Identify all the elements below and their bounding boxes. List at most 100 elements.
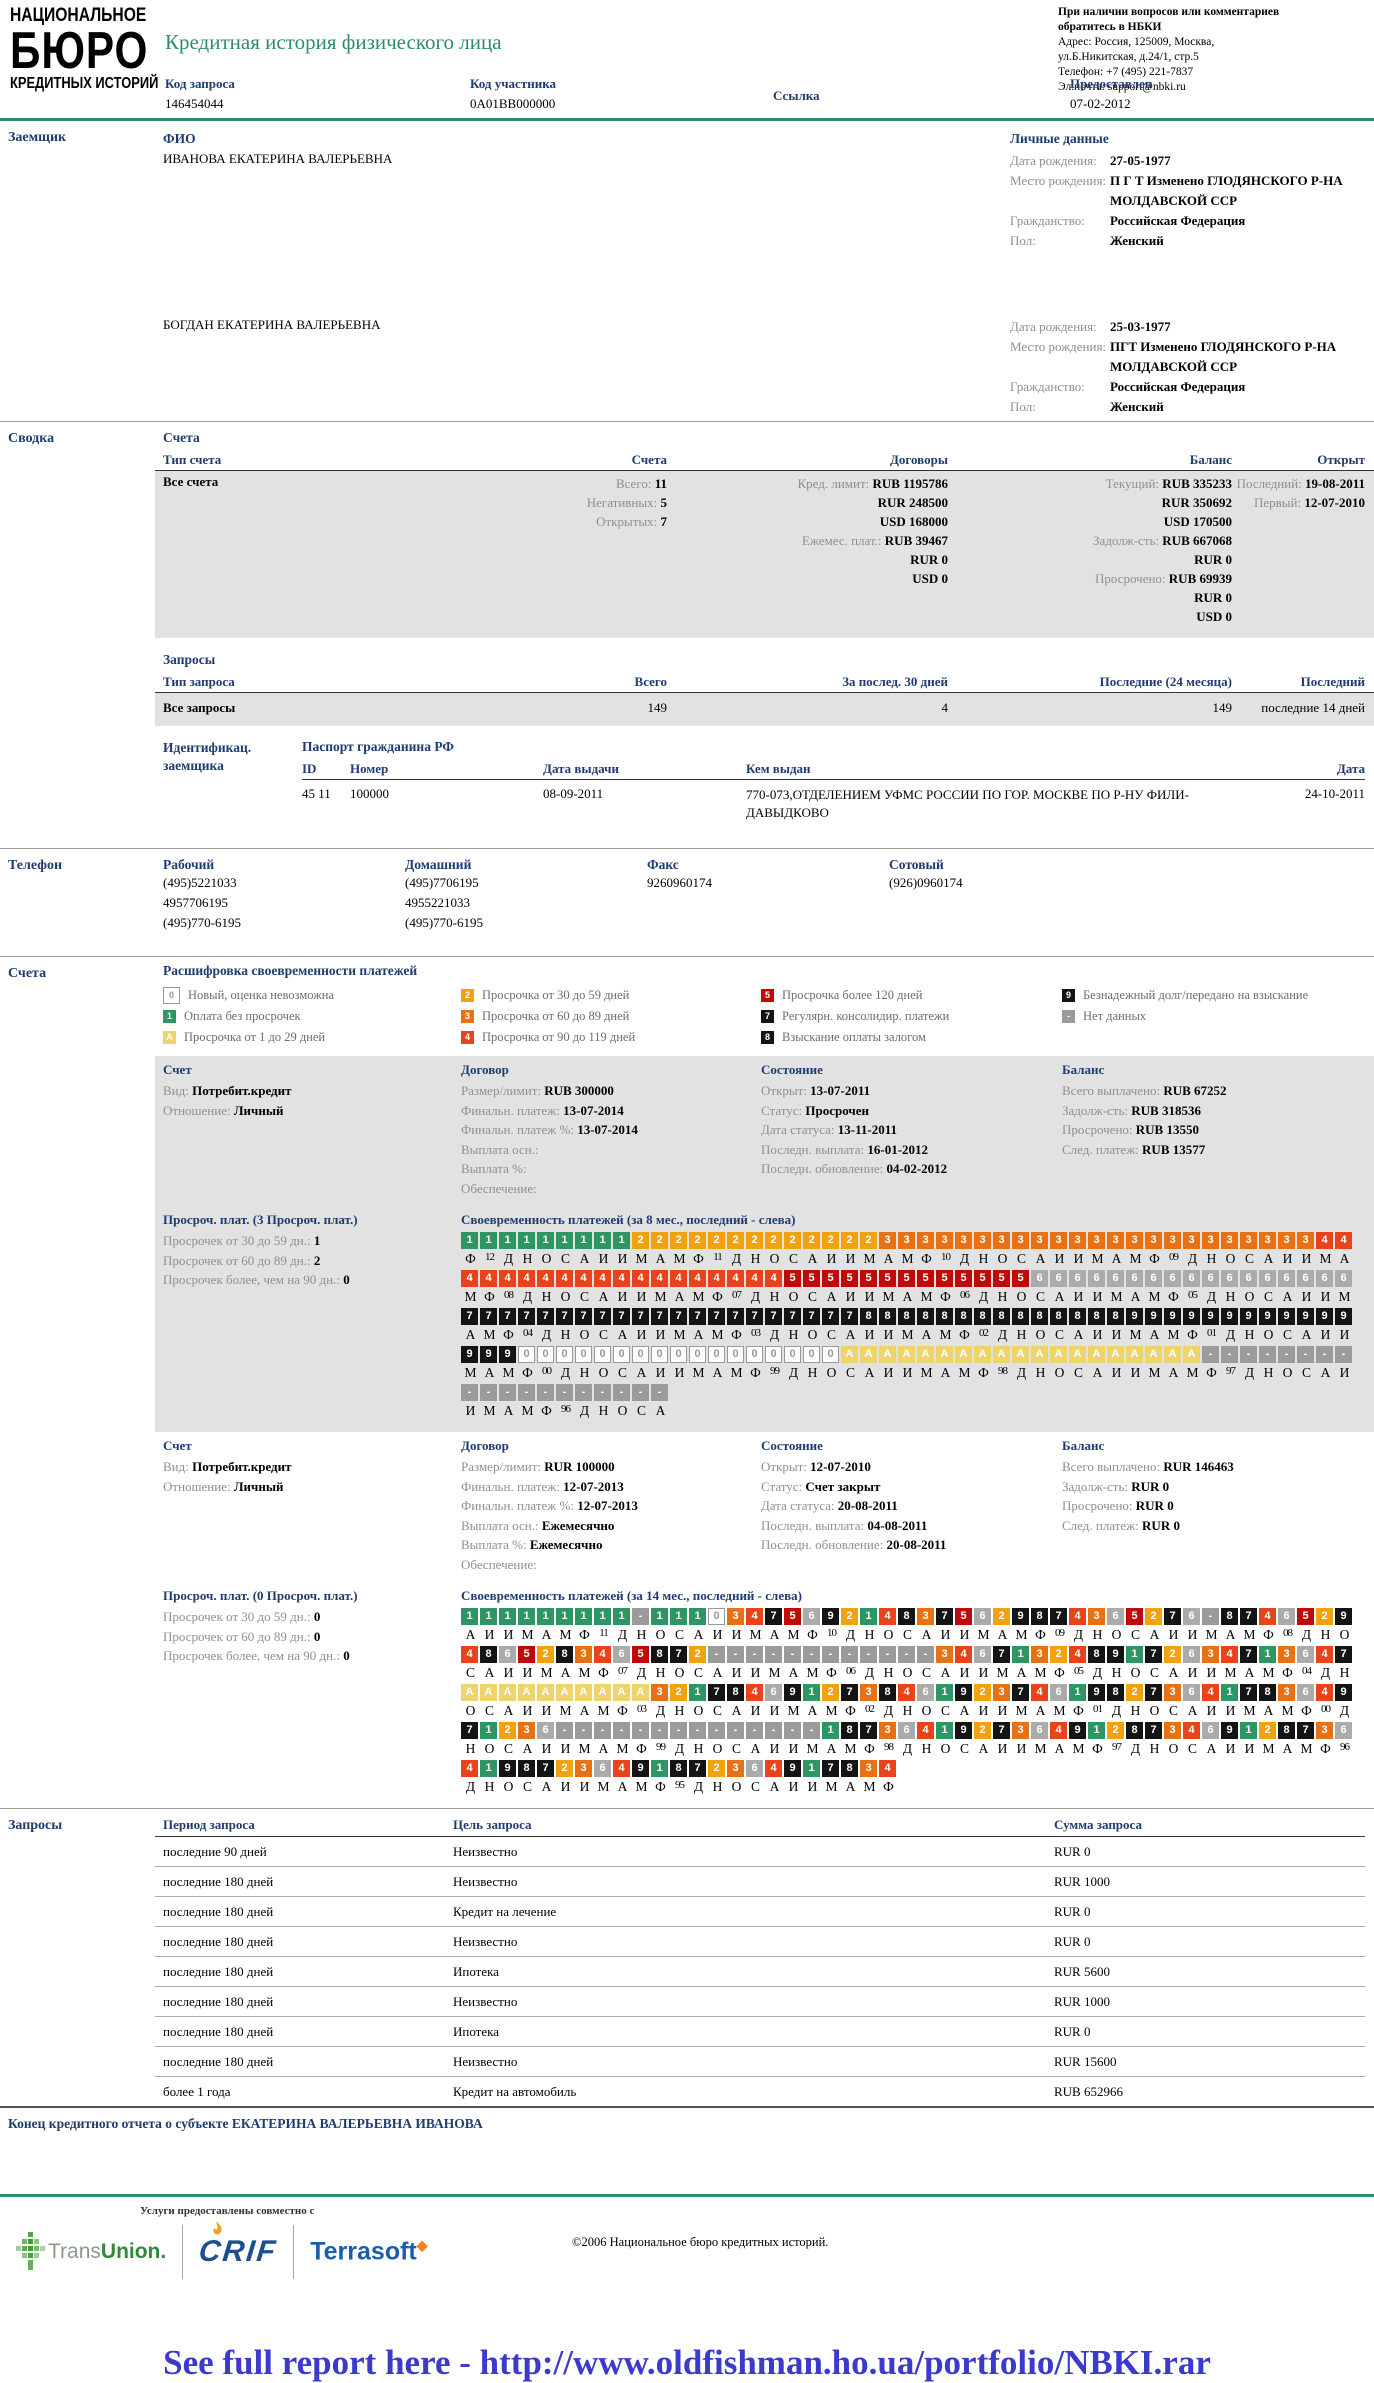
- grid-cell: -: [632, 1608, 649, 1625]
- grid-cell: 3: [727, 1760, 744, 1777]
- grid-cell: 3: [1183, 1232, 1200, 1249]
- grid-month-label: А: [1092, 1365, 1103, 1380]
- account-1-grid-block: Своевременность платежей (за 8 мес., пос…: [461, 1212, 1365, 1422]
- field-label: Открытых:: [596, 514, 658, 529]
- grid-month-label: А: [1244, 1665, 1255, 1680]
- request-code-value: 146454044: [165, 96, 224, 111]
- grid-month-label: М: [597, 1779, 610, 1794]
- list-item: (926)0960174: [889, 875, 963, 890]
- grid-cell: 7: [613, 1308, 630, 1325]
- grid-cell: 1: [556, 1608, 573, 1625]
- grid-month-label: Н: [465, 1741, 476, 1756]
- grid-year-label: 10: [941, 1251, 951, 1263]
- contracts-cell: Кред. лимит: RUB 1195786 RUR 248500 USD 16…: [667, 474, 948, 632]
- grid-cell: 4: [727, 1270, 744, 1287]
- field-row: USD 168000: [667, 512, 948, 531]
- grid-cell: 8: [1259, 1684, 1276, 1701]
- field-value: 0: [310, 1609, 321, 1624]
- grid-cell: 1: [499, 1608, 516, 1625]
- grid-cell: 6: [1126, 1270, 1143, 1287]
- mobile-phone-header: Сотовый: [889, 857, 944, 872]
- request-total-cell: 149: [647, 700, 668, 715]
- transunion-tree-icon: [16, 2232, 45, 2270]
- end-line-subject-name: ЕКАТЕРИНА ВАЛЕРЬЕВНА ИВАНОВА: [231, 2116, 483, 2131]
- grid-cell: 0: [727, 1346, 744, 1363]
- field-value: Российская Федерация: [1110, 379, 1246, 394]
- grid-cell: 6: [1316, 1270, 1333, 1287]
- grid-cell: 9: [499, 1760, 516, 1777]
- grid-cell: 3: [917, 1608, 934, 1625]
- grid-cell: 5: [841, 1270, 858, 1287]
- phones-section: Телефон Рабочий (495)5221033 4957706195 (4…: [0, 848, 1374, 956]
- watermark-link[interactable]: See full report here - http://www.oldfis…: [163, 2343, 1211, 2382]
- grid-cell: -: [1259, 1346, 1276, 1363]
- field-row: Дата рождения: 27-05-1977: [1010, 151, 1370, 171]
- grid-cell: 6: [1183, 1270, 1200, 1287]
- request-amount-cell: RUR 1000: [1054, 1993, 1110, 2009]
- grid-month-label: М: [1300, 1741, 1313, 1756]
- field-label: Всего выплачено:: [1062, 1083, 1161, 1098]
- grid-month-label: А: [1168, 1665, 1179, 1680]
- grid-cell: 7: [727, 1308, 744, 1325]
- grid-month-label: И: [1111, 1365, 1122, 1380]
- field-row: Последн. обновление: 04-02-2012: [761, 1159, 1062, 1179]
- grid-month-label: И: [522, 1703, 533, 1718]
- personal-data-header: Личные данные: [1010, 131, 1109, 146]
- grid-month-label: А: [750, 1741, 761, 1756]
- grid-month-label: И: [1054, 1251, 1065, 1266]
- col-header: Тип счета: [163, 452, 222, 467]
- balance-col-header: Баланс: [1062, 1438, 1105, 1453]
- work-phone-list: (495)5221033 4957706195 (495)770-6195: [163, 873, 405, 933]
- field-label: Дата статуса:: [761, 1122, 835, 1137]
- passport-date-cell: 24-10-2011: [1304, 786, 1365, 801]
- legend-column: 9 Безнадежный долг/передано на взыскание -…: [1062, 985, 1374, 1048]
- grid-cell: 9: [1088, 1684, 1105, 1701]
- field-row: Обеспечение:: [461, 1179, 761, 1199]
- grid-month-label: Ф: [712, 1289, 723, 1304]
- request-30days-cell: 4: [941, 700, 949, 715]
- grid-cell: 2: [689, 1232, 706, 1249]
- field-label: Гражданство:: [1010, 379, 1085, 394]
- grid-year-label: 11: [713, 1251, 723, 1263]
- grid-month-label: И: [579, 1779, 590, 1794]
- grid-month-label: Д: [864, 1665, 875, 1680]
- grid-cell: 9: [784, 1760, 801, 1777]
- grid-cell: 3: [1107, 1232, 1124, 1249]
- grid-month-label: М: [749, 1627, 762, 1642]
- grid-cell: 5: [822, 1270, 839, 1287]
- field-row: Статус: Счет закрыт: [761, 1477, 1062, 1497]
- grid-month-label: И: [617, 1251, 628, 1266]
- grid-month-label: И: [503, 1665, 514, 1680]
- grid-month-label: И: [1111, 1327, 1122, 1342]
- grid-month-label: И: [1320, 1327, 1331, 1342]
- grid-cell: 0: [746, 1346, 763, 1363]
- grid-month-label: Н: [1339, 1665, 1350, 1680]
- grid-month-label: Д: [1016, 1365, 1027, 1380]
- grid-cell: 7: [1145, 1722, 1162, 1739]
- grid-cell: 6: [765, 1684, 782, 1701]
- grid-cell: 6: [1278, 1608, 1295, 1625]
- grid-cell: 6: [898, 1722, 915, 1739]
- account-1-account-fields: Вид: Потребит.кредит Отношение: Личный: [163, 1081, 461, 1120]
- request-amount-cell: RUR 15600: [1054, 2053, 1117, 2069]
- grid-month-label: М: [920, 1365, 933, 1380]
- account-1-state-col: Состояние Открыт: 13-07-2011 Статус: Прос…: [761, 1062, 1062, 1198]
- legend-text: Просрочка от 30 до 59 дней: [482, 988, 630, 1002]
- field-label: Последн. выплата:: [761, 1141, 865, 1157]
- mobile-phone-list: (926)0960174: [889, 873, 1131, 893]
- grid-cell: 7: [537, 1308, 554, 1325]
- grid-month-label: И: [997, 1741, 1008, 1756]
- field-value: USD 0: [1196, 609, 1232, 624]
- grid-cell: 8: [898, 1308, 915, 1325]
- legend-column: 0 Новый, оценка невозможна 1 Оплата без про…: [163, 985, 461, 1048]
- grid-month-label: О: [807, 1327, 818, 1342]
- grid-cell: 8: [670, 1760, 687, 1777]
- grid-cell: 3: [993, 1232, 1010, 1249]
- grid-month-label: И: [522, 1665, 533, 1680]
- grid-cell: 8: [1221, 1608, 1238, 1625]
- field-value: 1: [310, 1233, 321, 1248]
- grid-cell: 1: [803, 1684, 820, 1701]
- report-meta-row: Код запроса 146454044 Код участника 0A01…: [0, 76, 1374, 116]
